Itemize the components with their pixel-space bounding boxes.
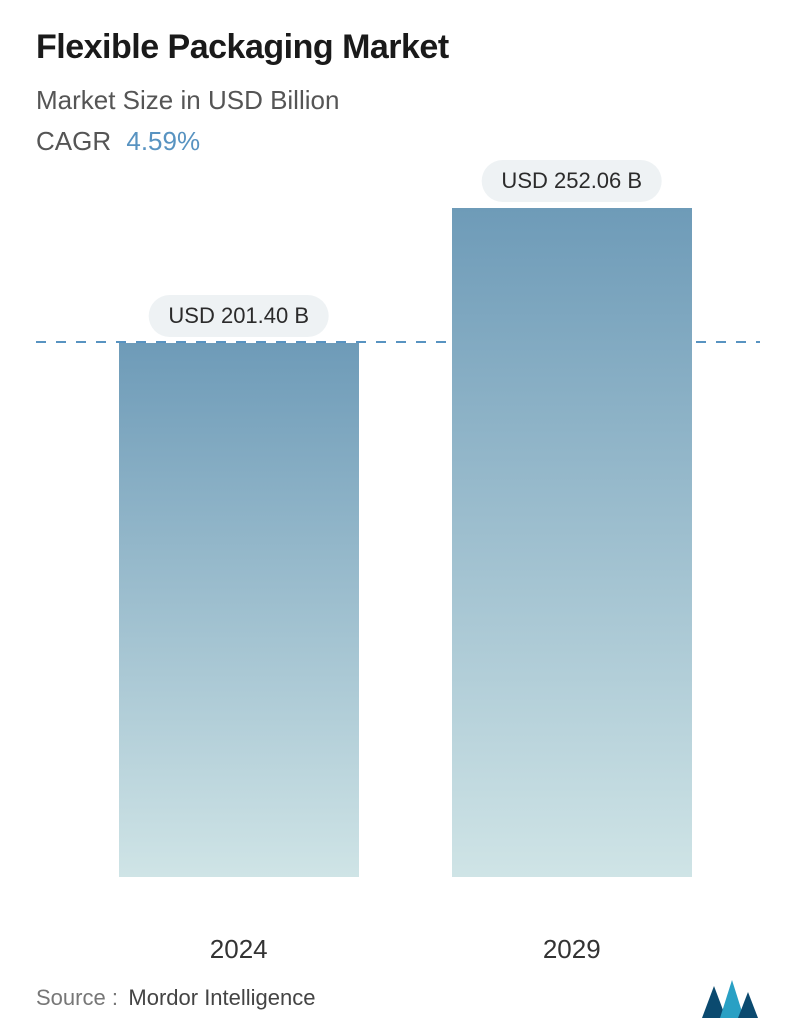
source-name: Mordor Intelligence [128,985,315,1010]
chart-title: Flexible Packaging Market [36,28,760,67]
source-text: Source : Mordor Intelligence [36,985,316,1011]
chart-footer: Source : Mordor Intelligence [36,978,760,1018]
bar-2029 [452,208,692,877]
chart-area: USD 201.40 BUSD 252.06 B 2024 2029 [36,187,760,1014]
brand-logo-icon [702,978,760,1018]
value-label-2029: USD 252.06 B [481,160,662,202]
cagr-value: 4.59% [126,126,200,156]
bar-2024 [119,343,359,877]
x-label-2029: 2029 [543,934,601,965]
chart-container: Flexible Packaging Market Market Size in… [0,0,796,1034]
x-axis-labels: 2024 2029 [36,934,760,974]
cagr-line: CAGR 4.59% [36,126,760,157]
cagr-label: CAGR [36,126,111,156]
value-label-2024: USD 201.40 B [148,295,329,337]
chart-subtitle: Market Size in USD Billion [36,85,760,116]
plot-area: USD 201.40 BUSD 252.06 B [36,187,760,877]
source-prefix: Source : [36,985,118,1010]
x-label-2024: 2024 [210,934,268,965]
